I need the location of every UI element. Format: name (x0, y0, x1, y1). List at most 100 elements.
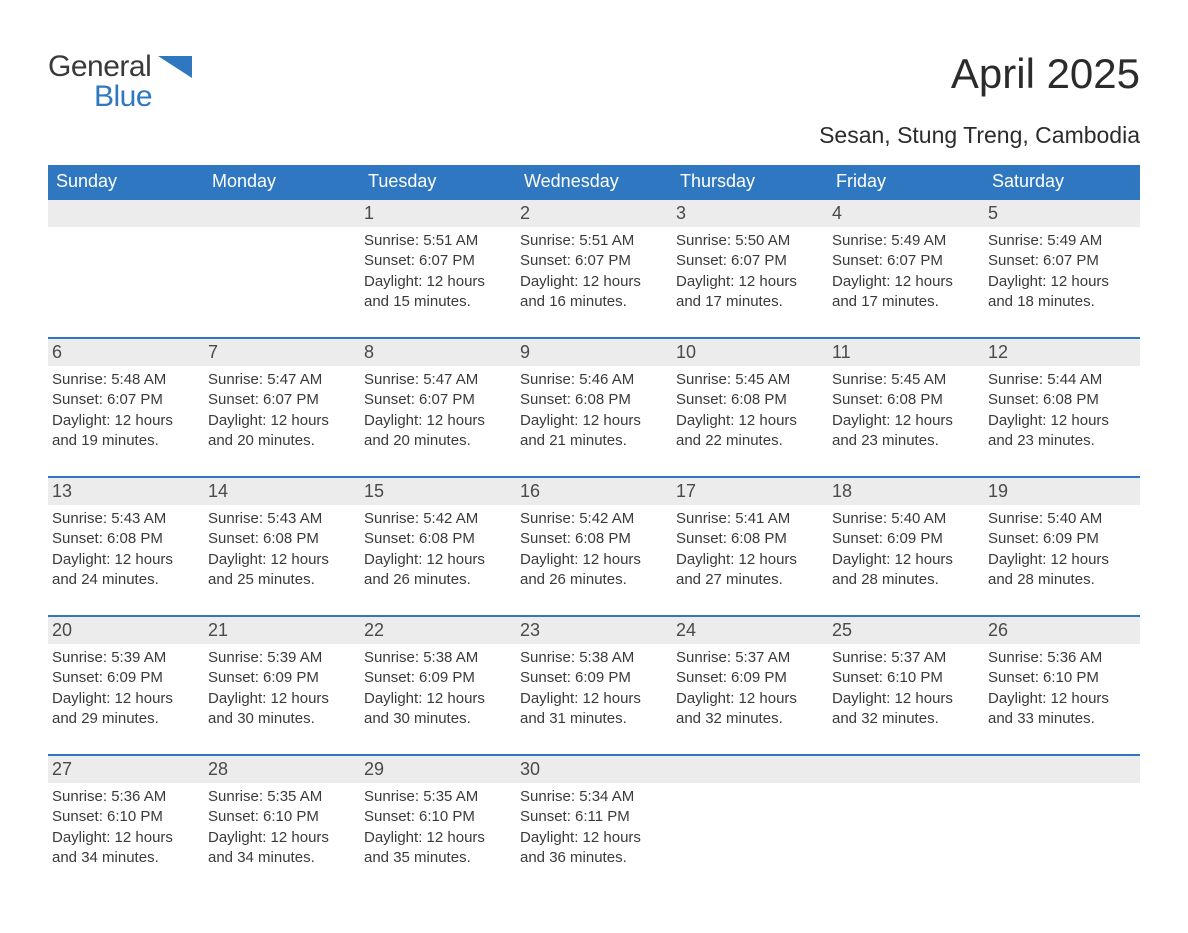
day-cell: Sunrise: 5:47 AMSunset: 6:07 PMDaylight:… (204, 366, 360, 476)
title-block: April 2025 (951, 50, 1140, 98)
day-content-row: Sunrise: 5:51 AMSunset: 6:07 PMDaylight:… (48, 227, 1140, 337)
day-number: 19 (984, 478, 1140, 505)
sunset-line: Sunset: 6:08 PM (52, 529, 200, 549)
day-of-week-header: Wednesday (516, 165, 672, 198)
day-number-row: 27282930 (48, 756, 1140, 783)
sunrise-line: Sunrise: 5:38 AM (520, 648, 668, 668)
day-number: 16 (516, 478, 672, 505)
sunrise-line: Sunrise: 5:48 AM (52, 370, 200, 390)
sunrise-line: Sunrise: 5:41 AM (676, 509, 824, 529)
day-number-row: 13141516171819 (48, 478, 1140, 505)
daylight-line: Daylight: 12 hours and 17 minutes. (832, 272, 980, 313)
day-of-week-header: Saturday (984, 165, 1140, 198)
day-number: 13 (48, 478, 204, 505)
sunrise-line: Sunrise: 5:49 AM (988, 231, 1136, 251)
sunrise-line: Sunrise: 5:46 AM (520, 370, 668, 390)
day-cell (48, 227, 204, 337)
day-number-row: 12345 (48, 200, 1140, 227)
day-cell: Sunrise: 5:42 AMSunset: 6:08 PMDaylight:… (516, 505, 672, 615)
daylight-line: Daylight: 12 hours and 20 minutes. (208, 411, 356, 452)
daylight-line: Daylight: 12 hours and 25 minutes. (208, 550, 356, 591)
day-number: 23 (516, 617, 672, 644)
sunset-line: Sunset: 6:09 PM (364, 668, 512, 688)
day-number: 21 (204, 617, 360, 644)
sunset-line: Sunset: 6:08 PM (520, 529, 668, 549)
location-subtitle: Sesan, Stung Treng, Cambodia (48, 122, 1140, 149)
day-number: 6 (48, 339, 204, 366)
day-number: 29 (360, 756, 516, 783)
sunset-line: Sunset: 6:07 PM (364, 390, 512, 410)
daylight-line: Daylight: 12 hours and 23 minutes. (832, 411, 980, 452)
calendar-week: 13141516171819Sunrise: 5:43 AMSunset: 6:… (48, 476, 1140, 615)
sunset-line: Sunset: 6:08 PM (676, 529, 824, 549)
sunrise-line: Sunrise: 5:36 AM (988, 648, 1136, 668)
day-cell: Sunrise: 5:34 AMSunset: 6:11 PMDaylight:… (516, 783, 672, 893)
day-cell: Sunrise: 5:49 AMSunset: 6:07 PMDaylight:… (984, 227, 1140, 337)
daylight-line: Daylight: 12 hours and 29 minutes. (52, 689, 200, 730)
day-cell: Sunrise: 5:45 AMSunset: 6:08 PMDaylight:… (672, 366, 828, 476)
daylight-line: Daylight: 12 hours and 35 minutes. (364, 828, 512, 869)
sunset-line: Sunset: 6:08 PM (520, 390, 668, 410)
day-number (984, 756, 1140, 783)
sunrise-line: Sunrise: 5:50 AM (676, 231, 824, 251)
sunrise-line: Sunrise: 5:42 AM (364, 509, 512, 529)
daylight-line: Daylight: 12 hours and 36 minutes. (520, 828, 668, 869)
day-number: 11 (828, 339, 984, 366)
daylight-line: Daylight: 12 hours and 28 minutes. (832, 550, 980, 591)
sunrise-line: Sunrise: 5:40 AM (988, 509, 1136, 529)
day-cell: Sunrise: 5:42 AMSunset: 6:08 PMDaylight:… (360, 505, 516, 615)
day-cell: Sunrise: 5:35 AMSunset: 6:10 PMDaylight:… (360, 783, 516, 893)
day-cell: Sunrise: 5:51 AMSunset: 6:07 PMDaylight:… (360, 227, 516, 337)
daylight-line: Daylight: 12 hours and 34 minutes. (52, 828, 200, 869)
day-cell: Sunrise: 5:41 AMSunset: 6:08 PMDaylight:… (672, 505, 828, 615)
flag-icon (158, 56, 192, 78)
sunset-line: Sunset: 6:08 PM (988, 390, 1136, 410)
day-number (672, 756, 828, 783)
day-content-row: Sunrise: 5:48 AM Sunset: 6:07 PM Daylight:… (48, 366, 1140, 476)
sunrise-line: Sunrise: 5:45 AM (676, 370, 824, 390)
day-number: 22 (360, 617, 516, 644)
sunrise-line: Sunrise: 5:40 AM (832, 509, 980, 529)
sunset-line: Sunset: 6:08 PM (832, 390, 980, 410)
logo-word-2: Blue (94, 80, 152, 114)
day-number: 25 (828, 617, 984, 644)
sunrise-line: Sunrise: 5:45 AM (832, 370, 980, 390)
sunrise-line: Sunrise: 5:43 AM (208, 509, 356, 529)
sunset-line: Sunset: 6:10 PM (52, 807, 200, 827)
sunrise-line: Sunrise: 5:43 AM (52, 509, 200, 529)
daylight-line: Daylight: 12 hours and 18 minutes. (988, 272, 1136, 313)
day-number: 2 (516, 200, 672, 227)
day-of-week-header: Thursday (672, 165, 828, 198)
day-cell: Sunrise: 5:35 AMSunset: 6:10 PMDaylight:… (204, 783, 360, 893)
day-cell: Sunrise: 5:43 AMSunset: 6:08 PMDaylight:… (48, 505, 204, 615)
day-number: 15 (360, 478, 516, 505)
day-cell: Sunrise: 5:40 AMSunset: 6:09 PMDaylight:… (828, 505, 984, 615)
sunset-line: Sunset: 6:09 PM (676, 668, 824, 688)
daylight-line: Daylight: 12 hours and 15 minutes. (364, 272, 512, 313)
daylight-line: Daylight: 12 hours and 32 minutes. (832, 689, 980, 730)
daylight-line: Daylight: 12 hours and 17 minutes. (676, 272, 824, 313)
day-number: 4 (828, 200, 984, 227)
sunrise-line: Sunrise: 5:51 AM (364, 231, 512, 251)
day-cell: Sunrise: 5:37 AMSunset: 6:09 PMDaylight:… (672, 644, 828, 754)
day-cell: Sunrise: 5:39 AMSunset: 6:09 PMDaylight:… (48, 644, 204, 754)
day-number: 24 (672, 617, 828, 644)
sunset-line: Sunset: 6:10 PM (988, 668, 1136, 688)
sunset-line: Sunset: 6:10 PM (364, 807, 512, 827)
sunset-line: Sunset: 6:10 PM (208, 807, 356, 827)
day-number-row: 6789101112 (48, 339, 1140, 366)
day-cell: Sunrise: 5:37 AMSunset: 6:10 PMDaylight:… (828, 644, 984, 754)
daylight-line: Daylight: 12 hours and 34 minutes. (208, 828, 356, 869)
day-number: 8 (360, 339, 516, 366)
day-of-week-header: Sunday (48, 165, 204, 198)
logo-text-block: General Blue (48, 50, 152, 114)
day-cell: Sunrise: 5:49 AMSunset: 6:07 PMDaylight:… (828, 227, 984, 337)
calendar-week: 12345Sunrise: 5:51 AMSunset: 6:07 PMDayl… (48, 198, 1140, 337)
sunset-line: Sunset: 6:09 PM (208, 668, 356, 688)
day-number: 26 (984, 617, 1140, 644)
day-cell: Sunrise: 5:39 AMSunset: 6:09 PMDaylight:… (204, 644, 360, 754)
sunrise-line: Sunrise: 5:44 AM (988, 370, 1136, 390)
sunset-line: Sunset: 6:09 PM (832, 529, 980, 549)
daylight-line: Daylight: 12 hours and 32 minutes. (676, 689, 824, 730)
daylight-line: Daylight: 12 hours and 16 minutes. (520, 272, 668, 313)
